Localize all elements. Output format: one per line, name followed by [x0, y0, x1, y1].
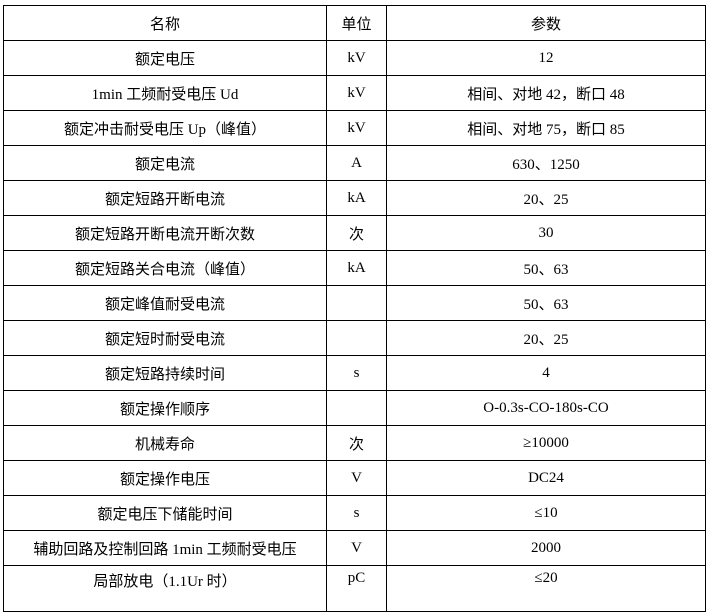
value-cell: 630、1250 [386, 145, 706, 181]
unit-cell [326, 390, 387, 426]
unit-cell: kV [326, 40, 387, 76]
table-row: 额定短路持续时间 s 4 [3, 355, 706, 391]
name-cell: 额定冲击耐受电压 Up（峰值） [3, 110, 327, 146]
unit-cell: A [326, 145, 387, 181]
value-cell: ≤10 [386, 495, 706, 531]
value-cell: 12 [386, 40, 706, 76]
name-cell: 额定短路持续时间 [3, 355, 327, 391]
unit-cell: 次 [326, 215, 387, 251]
table-row: 额定电压下储能时间 s ≤10 [3, 495, 706, 531]
unit-cell [326, 320, 387, 356]
header-unit: 单位 [326, 5, 387, 41]
unit-cell: V [326, 460, 387, 496]
name-cell: 额定短时耐受电流 [3, 320, 327, 356]
header-row: 名称 单位 参数 [3, 5, 706, 41]
unit-cell: kV [326, 75, 387, 111]
name-cell: 局部放电（1.1Ur 时） [3, 565, 327, 612]
table-row: 额定短时耐受电流 20、25 [3, 320, 706, 356]
name-cell: 额定峰值耐受电流 [3, 285, 327, 321]
value-cell: O-0.3s-CO-180s-CO [386, 390, 706, 426]
value-cell: ≤20 [386, 565, 706, 612]
table-row: 局部放电（1.1Ur 时） pC ≤20 [3, 565, 706, 612]
table-row: 额定电压 kV 12 [3, 40, 706, 76]
unit-cell: 次 [326, 425, 387, 461]
name-cell: 额定电压下储能时间 [3, 495, 327, 531]
name-cell: 额定短路开断电流开断次数 [3, 215, 327, 251]
name-cell: 辅助回路及控制回路 1min 工频耐受电压 [3, 530, 327, 566]
value-cell: 30 [386, 215, 706, 251]
table-row: 额定短路关合电流（峰值） kA 50、63 [3, 250, 706, 286]
name-cell: 机械寿命 [3, 425, 327, 461]
name-cell: 额定短路开断电流 [3, 180, 327, 216]
name-cell: 额定电流 [3, 145, 327, 181]
unit-cell: s [326, 355, 387, 391]
table-row: 机械寿命次 ≥10000 [3, 425, 706, 461]
header-name: 名称 [3, 5, 327, 41]
name-cell: 额定短路关合电流（峰值） [3, 250, 327, 286]
table-row: 辅助回路及控制回路 1min 工频耐受电压 V 2000 [3, 530, 706, 566]
table-row: 额定操作顺序 O-0.3s-CO-180s-CO [3, 390, 706, 426]
table-row: 1min 工频耐受电压 Ud kV 相间、对地 42，断口 48 [3, 75, 706, 111]
table-row: 额定峰值耐受电流 50、63 [3, 285, 706, 321]
value-cell: 50、63 [386, 250, 706, 286]
table-row: 额定电流 A 630、1250 [3, 145, 706, 181]
value-cell: 2000 [386, 530, 706, 566]
parameters-table: 名称 单位 参数 额定电压 kV 12 1min 工频耐受电压 Ud kV 相间、对地 4… [3, 5, 706, 612]
value-cell: 20、25 [386, 180, 706, 216]
table-row: 额定短路开断电流 kA 20、25 [3, 180, 706, 216]
unit-cell: kV [326, 110, 387, 146]
value-cell: 4 [386, 355, 706, 391]
value-cell: 20、25 [386, 320, 706, 356]
name-cell: 额定操作顺序 [3, 390, 327, 426]
table-row: 额定短路开断电流开断次数次 30 [3, 215, 706, 251]
value-cell: 50、63 [386, 285, 706, 321]
unit-cell: kA [326, 180, 387, 216]
value-cell: ≥10000 [386, 425, 706, 461]
unit-cell: V [326, 530, 387, 566]
value-cell: DC24 [386, 460, 706, 496]
unit-cell [326, 285, 387, 321]
value-cell: 相间、对地 42，断口 48 [386, 75, 706, 111]
unit-cell: s [326, 495, 387, 531]
table-row: 额定冲击耐受电压 Up（峰值） kV 相间、对地 75，断口 85 [3, 110, 706, 146]
value-cell: 相间、对地 75，断口 85 [386, 110, 706, 146]
name-cell: 额定操作电压 [3, 460, 327, 496]
name-cell: 1min 工频耐受电压 Ud [3, 75, 327, 111]
unit-cell: kA [326, 250, 387, 286]
name-cell: 额定电压 [3, 40, 327, 76]
header-value: 参数 [386, 5, 706, 41]
unit-cell: pC [326, 565, 387, 612]
table-row: 额定操作电压 V DC24 [3, 460, 706, 496]
